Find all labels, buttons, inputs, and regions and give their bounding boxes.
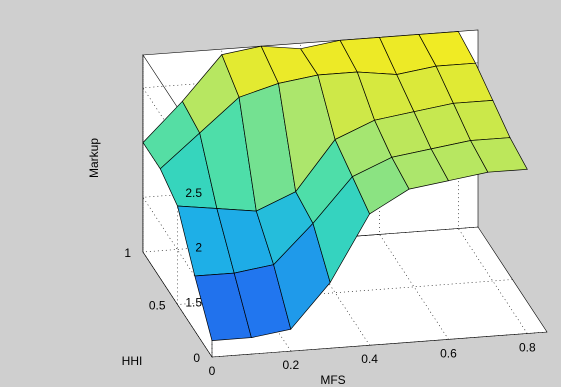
surface-mesh	[142, 31, 528, 341]
x-tick-label: 0.6	[440, 346, 457, 360]
y-tick-label: 0.5	[149, 299, 166, 313]
z-tick-label: 2.5	[185, 186, 202, 200]
x-tick-label: 0.4	[361, 352, 378, 366]
surface-patch	[470, 137, 528, 173]
z-tick-label: 2	[195, 241, 202, 255]
tick-labels: 0 0.2 0.4 0.6 0.8 0 0.5 1 1.5 2 2.5	[124, 186, 536, 378]
x-tick-label: 0.8	[519, 340, 536, 354]
x-tick-label: 0	[209, 364, 216, 378]
zlabel: Markup	[87, 138, 101, 178]
axis-labels: MFS HHI Markup	[87, 138, 346, 387]
y-tick-label: 1	[124, 246, 131, 260]
ylabel: HHI	[122, 354, 143, 368]
z-tick-label: 1.5	[185, 295, 202, 309]
x-tick-label: 0.2	[282, 358, 299, 372]
grid-x-0	[142, 55, 213, 358]
y-tick-label: 0	[193, 351, 200, 365]
xlabel: MFS	[320, 373, 345, 387]
